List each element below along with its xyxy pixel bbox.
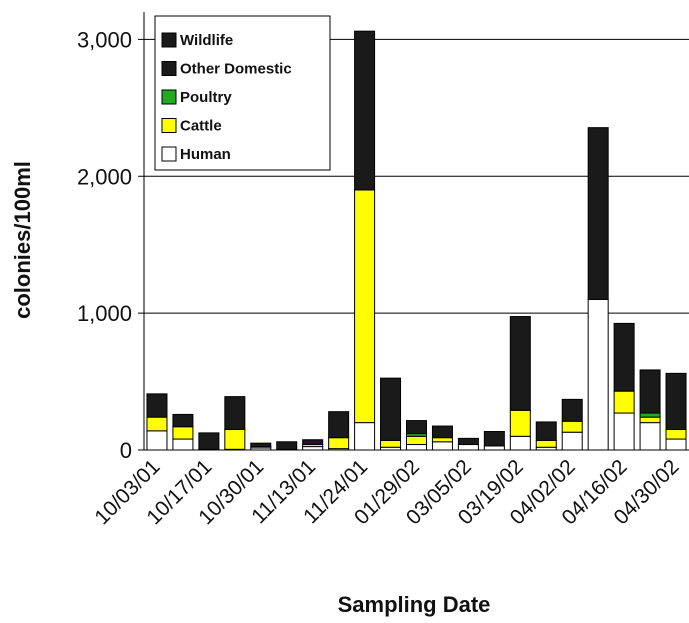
y-tick-label: 2,000 (77, 164, 132, 189)
legend-swatch (161, 146, 177, 162)
legend-label: Cattle (180, 118, 222, 135)
bar-segment (457, 437, 479, 446)
bar-segment (431, 437, 453, 443)
bar-segment (535, 421, 557, 441)
bar-segment (250, 442, 272, 448)
bar-segment (172, 413, 194, 428)
bar-segment (509, 409, 531, 437)
bar-segment (587, 127, 609, 300)
y-tick-label: 1,000 (77, 301, 132, 326)
bar-segment (224, 396, 246, 430)
bar-segment (613, 412, 635, 451)
bar-segment (509, 316, 531, 411)
bar-segment (535, 439, 557, 448)
bar-segment (483, 445, 505, 451)
bar-segment (639, 412, 661, 418)
bar-segment (354, 422, 376, 451)
bar-segment (146, 393, 168, 418)
bar-segment (587, 298, 609, 451)
legend-swatch (161, 89, 177, 105)
legend-swatch (161, 61, 177, 76)
bar-segment (406, 435, 427, 446)
bar-segment (613, 390, 635, 414)
bar-segment (198, 432, 220, 450)
bar-segment (406, 444, 427, 451)
bar-segment (354, 189, 376, 424)
legend-swatch (161, 118, 177, 133)
bar-segment (561, 420, 583, 433)
legend-swatch (161, 32, 177, 48)
bar-segment (639, 416, 661, 424)
bar-segment (457, 444, 479, 451)
bar-segment (172, 438, 194, 451)
legend-label: Wildlife (180, 32, 233, 49)
bar-segment (146, 416, 168, 432)
bar-segment (431, 441, 453, 451)
bar-segment (639, 369, 661, 414)
bar-segment (665, 372, 687, 430)
bar-segment (276, 441, 298, 450)
bar-segment (665, 438, 687, 451)
bar-segment (561, 398, 583, 422)
legend-label: Human (180, 146, 231, 163)
bar-segment (354, 30, 376, 191)
bar-segment (146, 430, 168, 451)
bar-segment (509, 435, 531, 451)
bar-segment (328, 437, 350, 450)
bar-segment (302, 446, 324, 451)
legend-box (154, 15, 331, 171)
bar-segment (483, 431, 505, 447)
bar-segment (380, 439, 402, 448)
bar-segment (302, 439, 324, 446)
bar-segment (328, 411, 350, 439)
y-tick-label: 3,000 (77, 27, 132, 52)
bar-segment (380, 377, 402, 441)
bar-segment (406, 420, 427, 435)
legend-label: Poultry (180, 89, 232, 106)
legend-label: Other Domestic (180, 61, 292, 78)
bar-segment (613, 322, 635, 392)
bar-segment (639, 422, 661, 451)
y-axis-title: colonies/100ml (10, 161, 35, 319)
bar-segment (431, 425, 453, 439)
bar-segment (665, 428, 687, 440)
bar-segment (172, 426, 194, 440)
bar-segment (561, 431, 583, 451)
x-axis-title: Sampling Date (338, 592, 491, 617)
y-tick-label: 0 (120, 438, 132, 463)
bar-segment (224, 428, 246, 450)
